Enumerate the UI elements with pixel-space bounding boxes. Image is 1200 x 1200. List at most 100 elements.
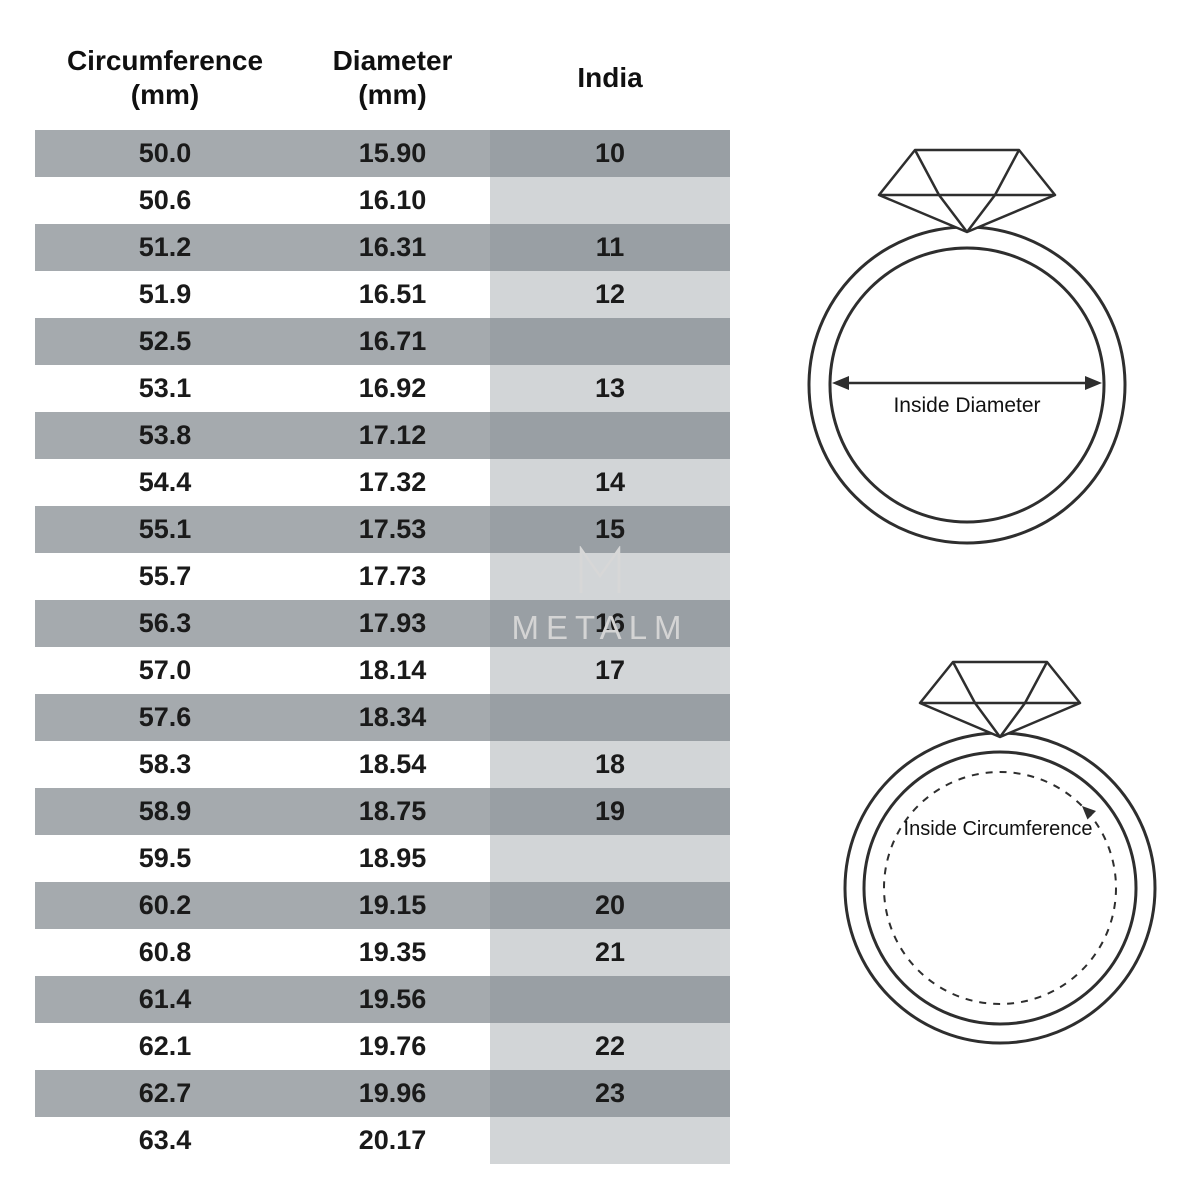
india-cell: 15 — [490, 506, 730, 553]
circumference-cell: 59.5 — [138, 843, 192, 873]
diamond-icon — [918, 660, 1082, 739]
circumference-cell: 51.2 — [35, 224, 295, 271]
table-row: 55.7 17.73 — [35, 553, 730, 600]
india-cell: 16 — [490, 600, 730, 647]
table-row: 58.3 18.54 18 — [35, 741, 730, 788]
india-cell: 19 — [490, 788, 730, 835]
circumference-cell: 55.1 — [35, 506, 295, 553]
circumference-cell: 51.9 — [138, 279, 192, 309]
diamond-icon — [877, 148, 1057, 234]
circumference-cell: 63.4 — [138, 1125, 192, 1155]
header-diameter-label: Diameter — [332, 45, 453, 77]
header-diameter: Diameter (mm) — [295, 26, 490, 130]
india-cell: 10 — [490, 130, 730, 177]
circumference-cell: 55.7 — [138, 561, 192, 591]
diameter-cell: 17.12 — [295, 412, 490, 459]
inside-diameter-diagram: Inside Diameter — [807, 148, 1127, 545]
diameter-cell: 17.53 — [295, 506, 490, 553]
india-cell — [490, 553, 730, 600]
india-cell — [490, 694, 730, 741]
table-row: 54.4 17.32 14 — [35, 459, 730, 506]
inside-circumference-label: Inside Circumference — [904, 818, 1093, 840]
diameter-cell: 16.51 — [358, 279, 427, 309]
india-cell: 20 — [490, 882, 730, 929]
diameter-cell: 20.17 — [358, 1125, 427, 1155]
circumference-cell: 56.3 — [35, 600, 295, 647]
diameter-cell: 18.95 — [358, 843, 427, 873]
india-cell: 22 — [490, 1023, 730, 1070]
inside-diameter-label: Inside Diameter — [893, 394, 1040, 417]
table-row: 56.3 17.93 16 — [35, 600, 730, 647]
ring-band-outer — [843, 731, 1157, 1045]
header-india-label: India — [577, 62, 643, 94]
circumference-cell: 62.7 — [35, 1070, 295, 1117]
table-row: 60.8 19.35 21 — [35, 929, 730, 976]
circumference-cell: 52.5 — [35, 318, 295, 365]
table-row: 50.0 15.90 10 — [35, 130, 730, 177]
india-cell: 17 — [490, 647, 730, 694]
table-row: 61.4 19.56 — [35, 976, 730, 1023]
diameter-cell: 18.54 — [358, 749, 427, 779]
diameter-cell: 19.76 — [358, 1031, 427, 1061]
header-circumference-label: Circumference — [66, 45, 264, 77]
table-row: 62.7 19.96 23 — [35, 1070, 730, 1117]
circumference-cell: 58.9 — [35, 788, 295, 835]
circumference-cell: 61.4 — [35, 976, 295, 1023]
circumference-cell: 50.0 — [35, 130, 295, 177]
diameter-cell: 18.14 — [358, 655, 427, 685]
circumference-cell: 53.8 — [35, 412, 295, 459]
circumference-cell: 58.3 — [138, 749, 192, 779]
table-row: 52.5 16.71 — [35, 318, 730, 365]
india-cell — [490, 177, 730, 224]
table-row: 51.9 16.51 12 — [35, 271, 730, 318]
table-row: 57.6 18.34 — [35, 694, 730, 741]
table-row: 57.0 18.14 17 — [35, 647, 730, 694]
circumference-cell: 60.8 — [138, 937, 192, 967]
ring-band-inner — [862, 750, 1138, 1026]
diameter-cell: 19.15 — [295, 882, 490, 929]
india-cell — [490, 318, 730, 365]
header-circumference: Circumference (mm) — [35, 26, 295, 130]
diameter-cell: 15.90 — [295, 130, 490, 177]
india-cell: 23 — [490, 1070, 730, 1117]
inside-circumference-diagram: Inside Circumference — [843, 660, 1157, 1045]
header-india: India — [490, 26, 730, 130]
size-table-rows: 50.0 15.90 10 50.6 16.10 51.2 16.31 11 51.9 16.51… — [35, 130, 730, 1164]
table-row: 58.9 18.75 19 — [35, 788, 730, 835]
diameter-cell: 17.32 — [358, 467, 427, 497]
india-cell: 18 — [490, 741, 730, 788]
india-cell — [490, 412, 730, 459]
diameter-cell: 18.34 — [295, 694, 490, 741]
diameter-cell: 19.96 — [295, 1070, 490, 1117]
header-circumference-unit: (mm) — [130, 79, 200, 110]
table-row: 55.1 17.53 15 — [35, 506, 730, 553]
table-row: 60.2 19.15 20 — [35, 882, 730, 929]
ring-band-inner — [828, 246, 1106, 524]
diameter-arrow — [832, 376, 1102, 390]
table-row: 63.4 20.17 — [35, 1117, 730, 1164]
diameter-cell: 16.92 — [358, 373, 427, 403]
table-row: 59.5 18.95 — [35, 835, 730, 882]
circumference-arrowhead — [1082, 806, 1096, 820]
diameter-cell: 16.10 — [358, 185, 427, 215]
diameter-cell: 19.35 — [358, 937, 427, 967]
india-cell: 12 — [490, 271, 730, 318]
circumference-cell: 60.2 — [35, 882, 295, 929]
table-header: Circumference (mm) Diameter (mm) India — [35, 26, 730, 130]
diameter-cell: 18.75 — [295, 788, 490, 835]
table-row: 53.8 17.12 — [35, 412, 730, 459]
circumference-cell: 62.1 — [138, 1031, 192, 1061]
circumference-cell: 57.0 — [138, 655, 192, 685]
circumference-cell: 53.1 — [138, 373, 192, 403]
diameter-cell: 19.56 — [295, 976, 490, 1023]
india-cell: 11 — [490, 224, 730, 271]
header-diameter-unit: (mm) — [358, 79, 427, 110]
diameter-cell: 17.73 — [358, 561, 427, 591]
circumference-cell: 54.4 — [138, 467, 192, 497]
diameter-cell: 17.93 — [295, 600, 490, 647]
india-cell — [490, 1117, 730, 1164]
table-row: 51.2 16.31 11 — [35, 224, 730, 271]
table-row: 53.1 16.92 13 — [35, 365, 730, 412]
circumference-cell: 50.6 — [138, 185, 192, 215]
